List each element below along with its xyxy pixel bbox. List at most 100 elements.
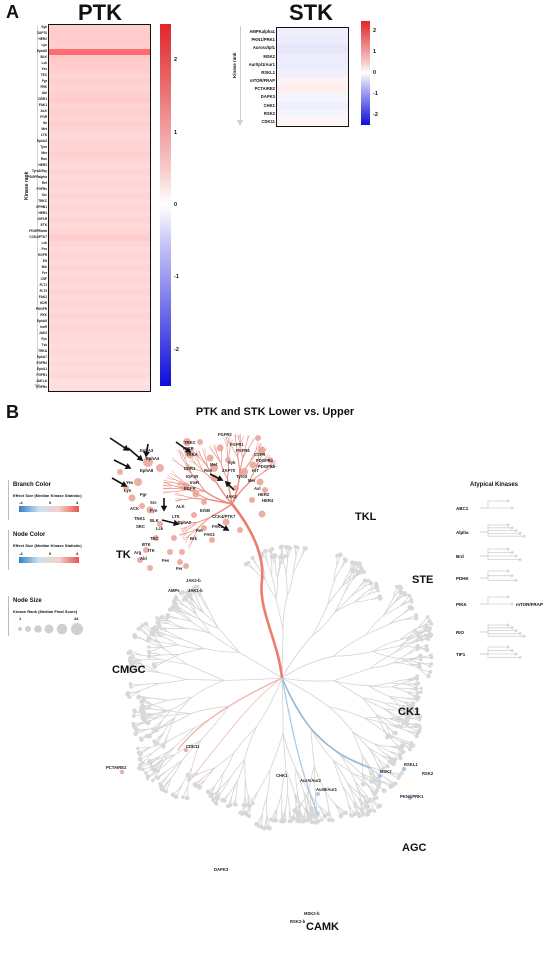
- tree-node: [232, 802, 237, 806]
- tree-branch: [187, 539, 194, 547]
- tree-branch: [169, 472, 178, 477]
- tree-node: [220, 797, 225, 803]
- tree-branch: [368, 682, 391, 687]
- tree-branch: [391, 681, 408, 688]
- heatmap-row-label: JAK1-b: [35, 379, 47, 383]
- heatmap-cell: [49, 151, 150, 158]
- tree-node: [415, 690, 420, 695]
- node-tick-pos: 4: [76, 551, 79, 556]
- tree-branch: [239, 457, 244, 478]
- heatmap-cell: [49, 385, 150, 392]
- tk-node: [147, 565, 153, 571]
- heatmap-cell: [49, 319, 150, 326]
- tree-branch: [167, 717, 176, 735]
- heatmap-row-label: CDK11: [261, 118, 276, 124]
- tree-branch: [253, 569, 266, 580]
- atypical-item: Brd: [456, 554, 464, 559]
- panel-b-title: PTK and STK Lower vs. Upper: [195, 406, 355, 418]
- tree-branch: [182, 639, 205, 649]
- tk-kinase-label: TRKC: [184, 440, 196, 445]
- tree-branch: [195, 614, 211, 634]
- tree-node: [361, 569, 367, 575]
- tree-branch: [391, 686, 407, 693]
- tree-branch: [275, 578, 279, 599]
- tree-branch: [334, 592, 345, 613]
- tree-node: [150, 778, 155, 783]
- tree-node: [413, 723, 419, 728]
- tree-branch: [161, 709, 172, 722]
- heatmap-row-label: FGFR4: [36, 361, 47, 365]
- tk-kinase-label: TRKB: [182, 446, 194, 451]
- tree-branch: [224, 677, 283, 681]
- tree-branch: [282, 732, 287, 771]
- tree-branch: [260, 467, 271, 475]
- ptk-row-labels: Syk ZAP70 HER2 Lyn EphA8 BLK Lck Yes TEC Fgr FRK Ab…: [28, 24, 48, 390]
- tree-branch: [197, 599, 205, 614]
- heatmap-row-label: Lck: [41, 241, 48, 245]
- tree-node: [270, 547, 275, 552]
- tree-node: [372, 809, 377, 813]
- tree-branch: [281, 677, 334, 682]
- tree-node: [129, 666, 135, 671]
- branch-color-title: Branch Color: [13, 482, 52, 488]
- tree-branch: [390, 679, 406, 684]
- atypical-subtree: [480, 645, 522, 659]
- heatmap-cell: [49, 313, 150, 320]
- tree-branch: [198, 461, 205, 473]
- heatmap-cell: [49, 211, 150, 218]
- arrow-head: [120, 481, 128, 487]
- tree-branch: [210, 503, 233, 518]
- ptk-rank-arrow-head: [34, 384, 40, 390]
- kinase-label-msk2b: MSK2-b: [304, 911, 320, 916]
- tree-node: [246, 560, 251, 565]
- tree-node: [343, 558, 348, 563]
- ptk-scale-ticks: 2 1 0 -1 -2: [172, 24, 186, 386]
- tk-node: [210, 464, 218, 472]
- tree-node: [408, 747, 412, 752]
- tree-node: [145, 774, 151, 779]
- heatmap-row-label: FLT3: [39, 289, 47, 293]
- tree-node: [128, 659, 133, 664]
- tree-branch: [229, 780, 238, 793]
- tree-branch: [398, 640, 416, 647]
- atypical-item: ABC1: [456, 506, 469, 511]
- tree-branch: [183, 609, 198, 619]
- tree-node: [399, 770, 405, 776]
- tree-node: [361, 811, 365, 815]
- tree-branch: [141, 683, 159, 686]
- tree-branch: [383, 601, 396, 616]
- tree-node: [129, 685, 133, 689]
- heatmap-row-label: TEC: [40, 73, 47, 77]
- tree-branch: [349, 588, 363, 598]
- heatmap-cell: [49, 235, 150, 242]
- tree-branch: [361, 697, 384, 709]
- tk-node: [134, 478, 142, 486]
- tree-branch: [375, 714, 389, 722]
- tree-branch: [327, 582, 335, 605]
- heatmap-row-label: FGFRs: [36, 187, 47, 191]
- tree-node: [153, 627, 158, 632]
- heatmap-row-label: Txk: [41, 343, 48, 347]
- tree-node: [419, 657, 423, 662]
- tree-node: [213, 796, 218, 801]
- tree-node: [287, 819, 292, 824]
- tk-kinase-label: EphA8: [140, 468, 154, 473]
- tree-node: [262, 826, 267, 831]
- tree-node: [348, 813, 353, 817]
- heatmap-row-label: MSK2: [263, 53, 275, 59]
- tree-node: [428, 669, 433, 674]
- heatmap-row-label: PCTAIRE2: [254, 86, 275, 92]
- ptk-title: PTK: [78, 0, 122, 25]
- tree-node: [279, 818, 284, 824]
- tree-node: [187, 588, 192, 593]
- tree-branch: [170, 760, 183, 779]
- tree-branch: [365, 614, 384, 635]
- tree-branch: [207, 498, 233, 505]
- tk-node: [139, 503, 145, 509]
- tree-node: [415, 677, 420, 681]
- heatmap-cell: [49, 229, 150, 236]
- tree-branch: [201, 596, 209, 610]
- tree-node: [292, 808, 297, 813]
- tree-node: [155, 616, 159, 620]
- tree-branch: [158, 717, 175, 730]
